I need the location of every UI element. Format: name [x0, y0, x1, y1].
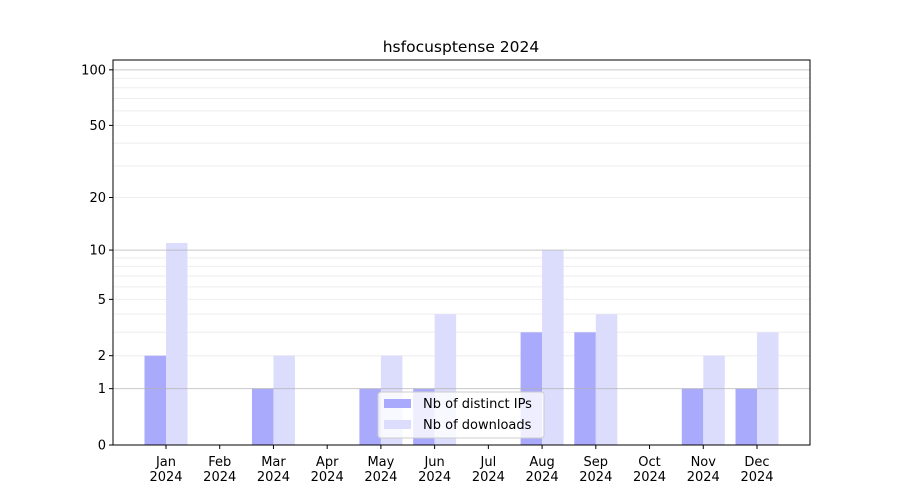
chart-title: hsfocusptense 2024: [383, 38, 540, 56]
x-tick-label: Jan 2024: [149, 455, 182, 485]
bar-downloads: [542, 250, 564, 445]
major-gridlines: [113, 69, 810, 390]
legend-swatch: [384, 420, 411, 429]
bar-ips: [735, 388, 757, 445]
y-tick-label: 100: [81, 63, 106, 78]
y-tick-label: 0: [98, 439, 106, 454]
y-tick-label: 10: [89, 244, 106, 259]
legend: Nb of distinct IPs Nb of downloads: [377, 391, 545, 439]
x-tick-label: Jul 2024: [472, 455, 505, 485]
x-tick-label: Dec 2024: [740, 455, 773, 485]
x-tick-label: Feb 2024: [203, 455, 236, 485]
bar-downloads: [703, 355, 725, 445]
x-tick-label: Sep 2024: [579, 455, 612, 485]
x-tick-label: Oct 2024: [633, 455, 666, 485]
legend-label: Nb of downloads: [423, 418, 532, 433]
y-axis: 0 1 2 5 10 20 50 100: [81, 63, 113, 454]
y-tick-label: 2: [98, 349, 106, 364]
bar-downloads: [273, 355, 295, 445]
x-tick-label: Aug 2024: [526, 455, 559, 485]
x-axis: Jan 2024 Feb 2024 Mar 2024 Apr 2024 May 2024 Jun 20…: [149, 445, 774, 485]
bar-ips: [681, 388, 704, 445]
plot-frame: [112, 59, 811, 446]
bar-ips: [144, 355, 166, 445]
grid: [113, 77, 810, 357]
x-tick-label: Mar 2024: [257, 455, 290, 485]
y-tick-label: 5: [98, 293, 106, 308]
y-tick-label: 20: [89, 191, 106, 206]
x-tick-label: Jun 2024: [418, 455, 451, 485]
legend-box: [377, 391, 545, 439]
x-tick-label: Nov 2024: [687, 455, 720, 485]
legend-label: Nb of distinct IPs: [423, 397, 532, 412]
y-tick-label: 50: [89, 119, 106, 134]
y-tick-label: 1: [98, 382, 106, 397]
bar-downloads: [595, 314, 618, 445]
bar-ips: [251, 388, 274, 445]
bar-downloads: [166, 243, 188, 445]
bar-ips: [359, 388, 381, 445]
x-tick-label: Apr 2024: [311, 455, 344, 485]
x-tick-label: May 2024: [364, 455, 397, 485]
legend-swatch: [384, 399, 411, 408]
